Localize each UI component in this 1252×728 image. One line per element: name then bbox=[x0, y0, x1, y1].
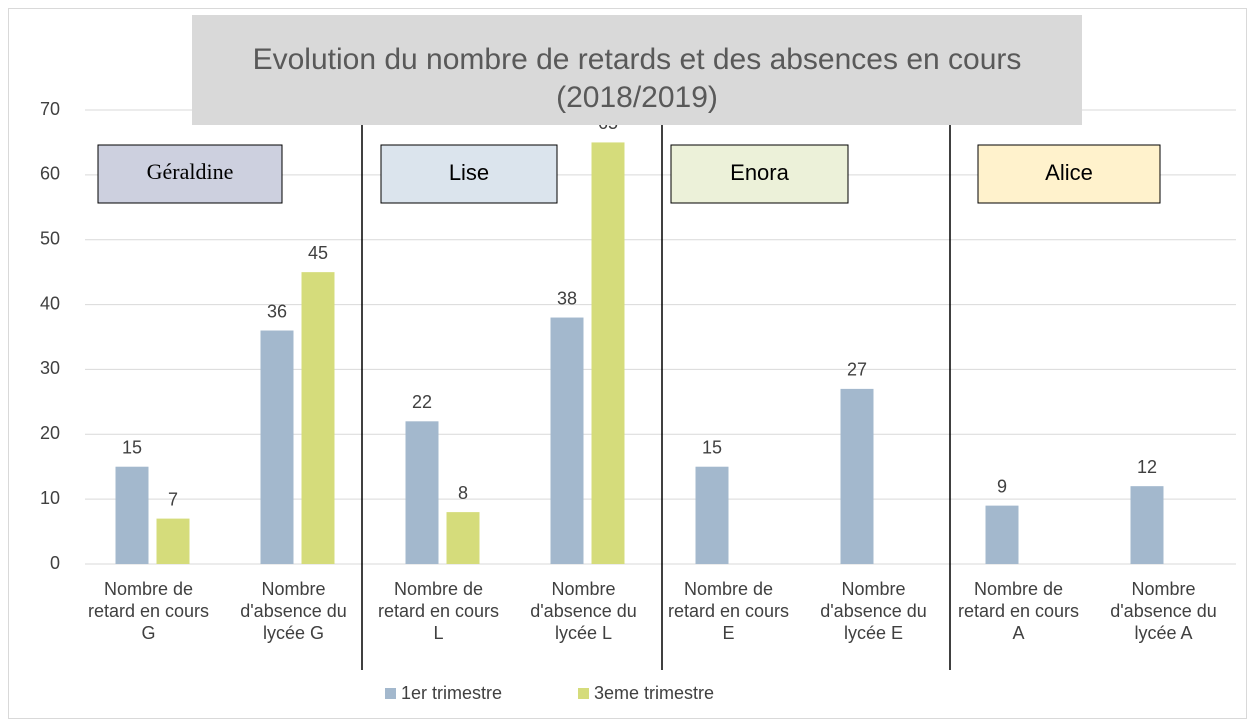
bar bbox=[591, 142, 625, 564]
y-tick-label: 0 bbox=[50, 553, 60, 573]
name-label: Alice bbox=[1045, 160, 1093, 185]
x-tick-label: Nombre de retard en cours A bbox=[957, 579, 1080, 643]
data-label: 15 bbox=[702, 437, 722, 457]
chart-border bbox=[8, 8, 1247, 719]
bar bbox=[405, 421, 439, 564]
data-label: 9 bbox=[997, 476, 1007, 496]
data-label: 8 bbox=[458, 483, 468, 503]
x-tick-label: Nombre de retard en cours G bbox=[87, 579, 210, 643]
y-tick-label: 40 bbox=[40, 293, 60, 313]
bar bbox=[550, 317, 584, 564]
chart-title: Evolution du nombre de retards et des ab… bbox=[192, 15, 1082, 125]
y-tick-label: 50 bbox=[40, 228, 60, 248]
bar bbox=[985, 505, 1019, 564]
name-label: Géraldine bbox=[147, 159, 234, 184]
x-tick-label: Nombre d'absence du lycée L bbox=[530, 579, 637, 643]
bar bbox=[115, 466, 149, 564]
data-label: 36 bbox=[267, 301, 287, 321]
y-tick-label: 10 bbox=[40, 488, 60, 508]
data-label: 38 bbox=[557, 288, 577, 308]
name-box bbox=[97, 144, 283, 204]
name-box bbox=[977, 144, 1161, 204]
x-tick-label: Nombre d'absence du lycée G bbox=[240, 579, 347, 643]
data-label: 45 bbox=[308, 243, 328, 263]
bar bbox=[260, 330, 294, 564]
bar bbox=[301, 272, 335, 564]
legend-swatch bbox=[578, 688, 589, 699]
y-tick-label: 60 bbox=[40, 164, 60, 184]
legend-label: 3eme trimestre bbox=[594, 683, 714, 703]
bar bbox=[156, 518, 190, 564]
bar bbox=[1130, 486, 1164, 564]
data-label: 12 bbox=[1137, 457, 1157, 477]
bar bbox=[695, 466, 729, 564]
x-tick-label: Nombre de retard en cours L bbox=[377, 579, 500, 643]
y-tick-label: 20 bbox=[40, 423, 60, 443]
y-tick-label: 70 bbox=[40, 99, 60, 119]
name-box bbox=[670, 144, 849, 204]
data-label: 27 bbox=[847, 360, 867, 380]
data-label: 15 bbox=[122, 437, 142, 457]
data-label: 7 bbox=[168, 489, 178, 509]
x-tick-label: Nombre de retard en cours E bbox=[667, 579, 790, 643]
name-box bbox=[380, 144, 558, 204]
legend-swatch bbox=[385, 688, 396, 699]
name-label: Lise bbox=[449, 160, 489, 185]
bar bbox=[446, 512, 480, 564]
bar bbox=[840, 388, 874, 564]
name-label: Enora bbox=[730, 160, 789, 185]
legend-label: 1er trimestre bbox=[401, 683, 502, 703]
x-tick-label: Nombre d'absence du lycée E bbox=[820, 579, 927, 643]
x-tick-label: Nombre d'absence du lycée A bbox=[1110, 579, 1217, 643]
data-label: 22 bbox=[412, 392, 432, 412]
y-tick-label: 30 bbox=[40, 358, 60, 378]
